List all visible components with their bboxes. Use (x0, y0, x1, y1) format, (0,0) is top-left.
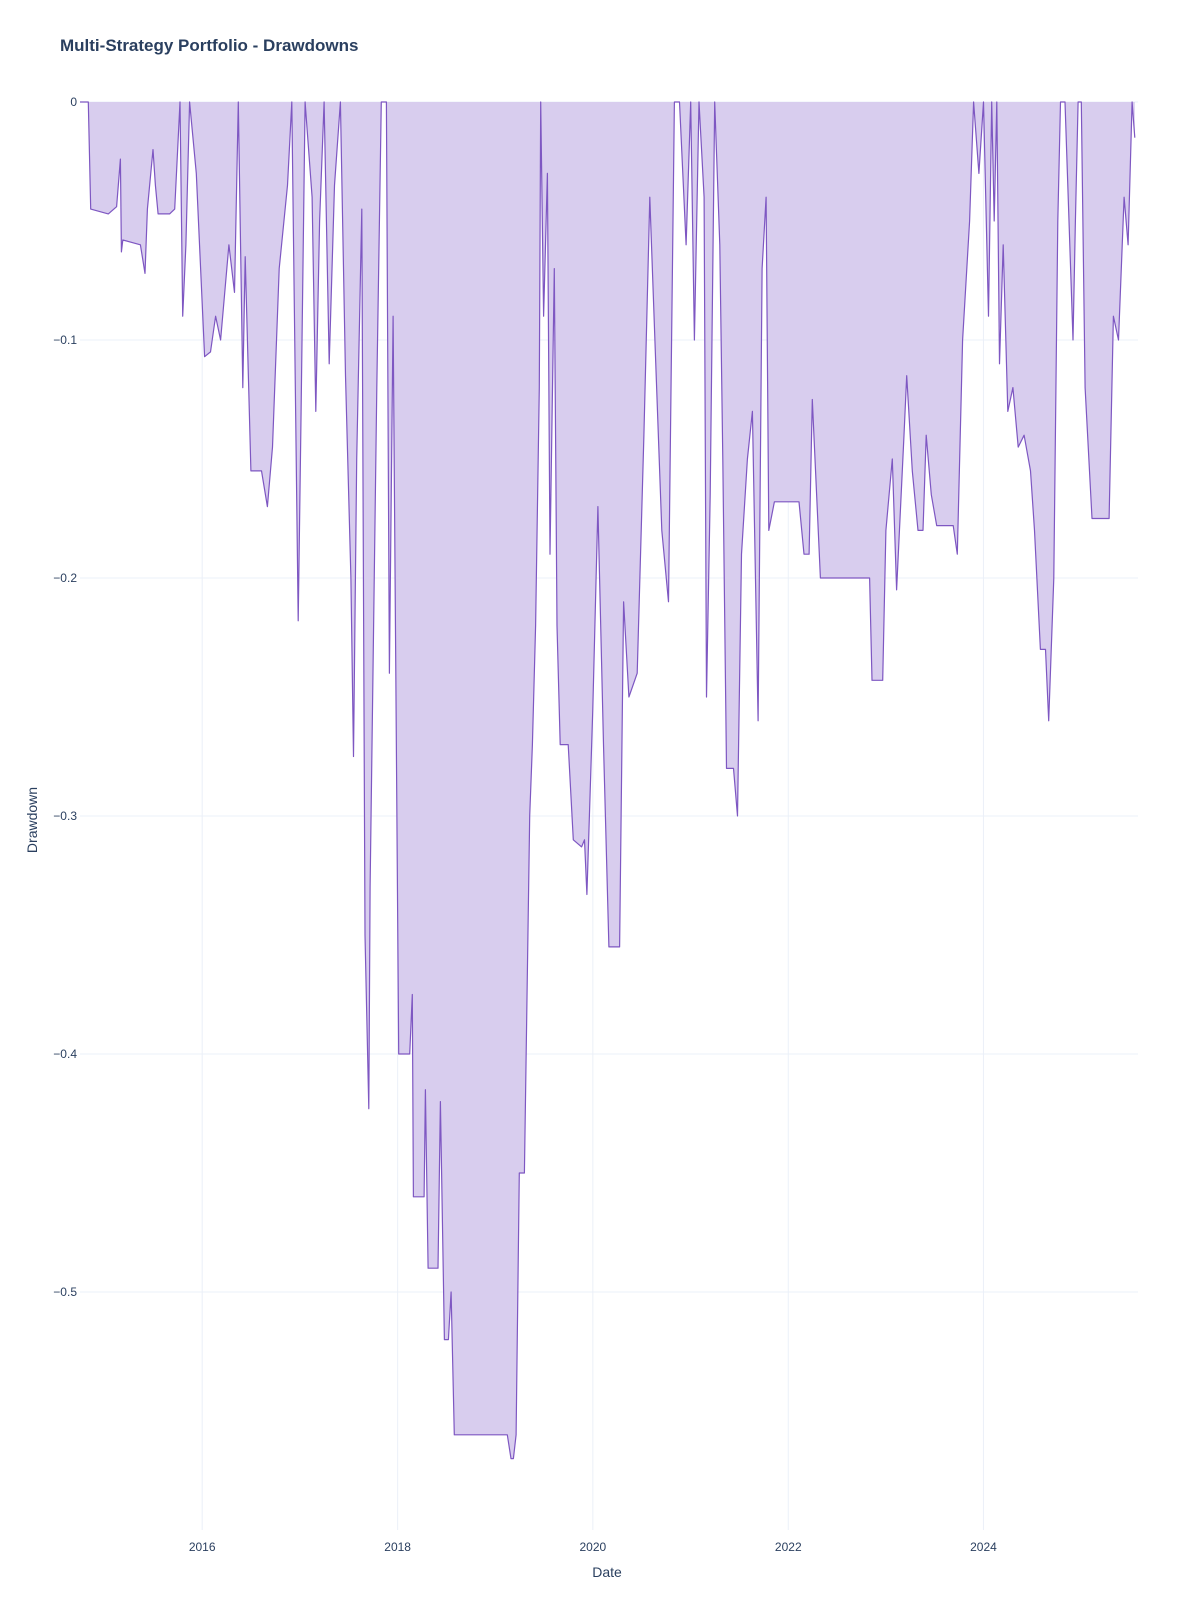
x-tick-label: 2020 (579, 1540, 606, 1554)
drawdown-line (80, 101, 1136, 1460)
y-tick-label: −0.1 (53, 333, 77, 347)
x-axis-label: Date (592, 1564, 622, 1580)
y-tick-label: 0 (70, 95, 77, 109)
drawdown-series (80, 101, 1136, 1460)
x-axis-ticks: 2016 2018 2020 2022 2024 (189, 1540, 997, 1554)
x-tick-label: 2016 (189, 1540, 216, 1554)
x-tick-label: 2022 (775, 1540, 802, 1554)
drawdown-area-fill (80, 102, 1135, 1459)
y-tick-label: −0.4 (53, 1047, 77, 1061)
y-axis-label: Drawdown (24, 787, 40, 853)
x-tick-label: 2024 (970, 1540, 997, 1554)
y-tick-label: −0.3 (53, 809, 77, 823)
y-axis-ticks: 0 −0.1 −0.2 −0.3 −0.4 −0.5 (53, 95, 77, 1299)
y-tick-label: −0.2 (53, 571, 77, 585)
x-tick-label: 2018 (384, 1540, 411, 1554)
y-tick-label: −0.5 (53, 1285, 77, 1299)
chart-title: Multi-Strategy Portfolio - Drawdowns (60, 36, 358, 55)
